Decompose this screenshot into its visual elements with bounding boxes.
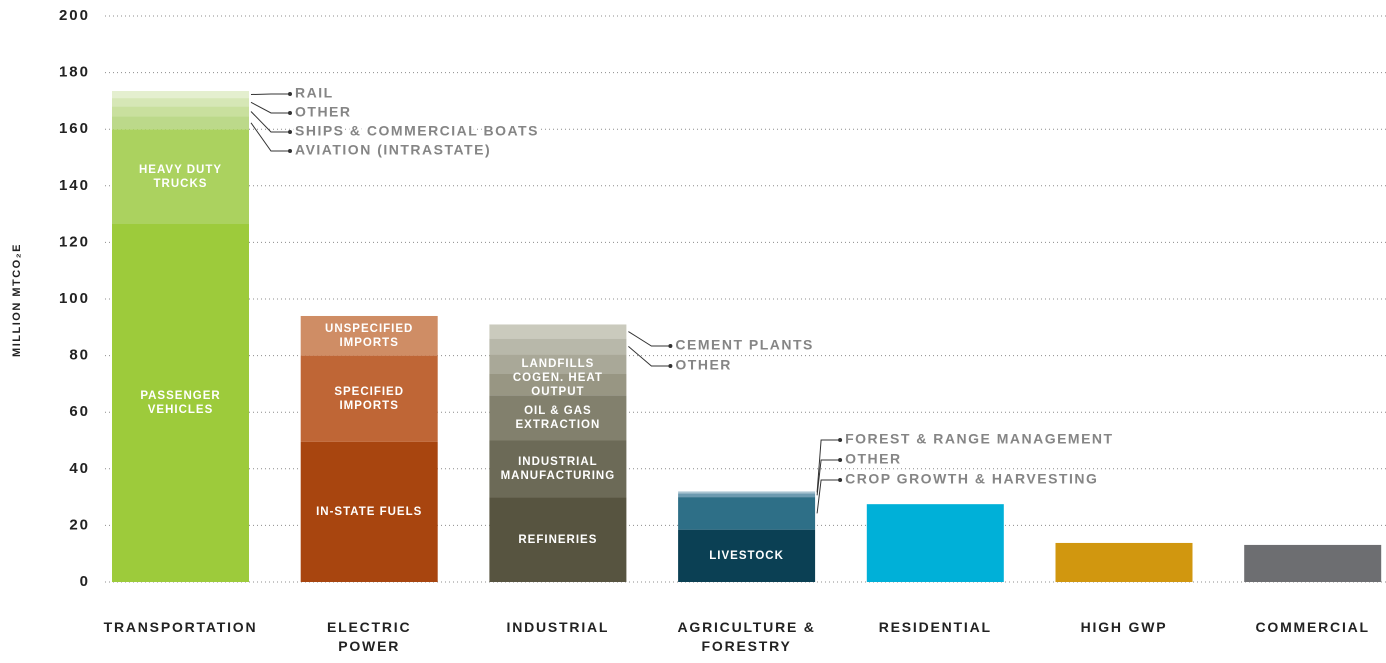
leader-line (250, 101, 290, 114)
leader-dot (288, 92, 292, 96)
segment-label: REFINERIES (518, 533, 598, 546)
y-axis-title: MILLION MTCO₂E (11, 243, 23, 357)
bar-segment (300, 355, 438, 442)
leader-line (816, 479, 841, 514)
y-tick-label: 140 (59, 177, 90, 194)
callout-label: CROP GROWTH & HARVESTING (845, 471, 1098, 487)
y-tick-label: 20 (69, 516, 90, 533)
y-tick-label: 80 (69, 347, 90, 364)
leader-line (816, 439, 841, 493)
leader-line (250, 93, 290, 96)
y-tick-label: 200 (59, 7, 90, 24)
callout-label: FOREST & RANGE MANAGEMENT (845, 431, 1114, 447)
bar-segment (112, 116, 249, 130)
bar-segment (489, 440, 627, 498)
y-tick-label: 160 (59, 120, 90, 137)
bar-segment (489, 395, 627, 441)
x-tick-label: HIGH GWP (1080, 619, 1168, 635)
segment-label: OIL & GAS EXTRACTION (515, 404, 601, 431)
leader-dot (288, 130, 292, 134)
leader-dot (668, 344, 673, 348)
x-tick-label: AGRICULTURE & FORESTRY (677, 619, 816, 654)
leader-line (250, 122, 290, 152)
leader-dot (288, 149, 292, 153)
callout-label: OTHER (295, 104, 352, 120)
callout-label: RAIL (295, 85, 334, 101)
bar-segment (489, 338, 627, 355)
bar-segment (489, 373, 627, 396)
bar-segment (678, 529, 816, 582)
segment-label: SPECIFIED IMPORTS (334, 385, 405, 412)
callout-label: OTHER (675, 357, 732, 373)
bar-segment (866, 504, 1004, 582)
bar-segment (112, 98, 249, 107)
x-tick-label: TRANSPORTATION (103, 619, 258, 635)
leader-line (816, 459, 841, 496)
y-tick-label: 60 (69, 403, 90, 420)
segment-label: HEAVY DUTY TRUCKS (138, 163, 223, 190)
bar-segment (112, 129, 249, 225)
bar-segment (1244, 544, 1382, 582)
bar-segment (300, 315, 438, 356)
bar-segment (489, 497, 627, 582)
y-tick-label: 100 (59, 290, 90, 307)
x-tick-label: COMMERCIAL (1255, 619, 1370, 635)
leader-dot (838, 438, 843, 442)
leader-line (628, 346, 671, 367)
y-tick-label: 40 (69, 460, 90, 477)
bar-segment (112, 106, 249, 117)
bar-segment (678, 491, 816, 494)
bar-segment (112, 90, 249, 99)
leader-line (628, 331, 671, 347)
callout-label: AVIATION (INTRASTATE) (295, 142, 491, 158)
segment-label: UNSPECIFIED IMPORTS (325, 322, 414, 349)
callout-label: CEMENT PLANTS (675, 337, 814, 353)
y-tick-label: 180 (59, 64, 90, 81)
segment-label: IN-STATE FUELS (316, 505, 423, 518)
bar-segment (678, 493, 816, 498)
y-tick-label: 0 (80, 573, 90, 590)
leader-dot (288, 111, 292, 115)
y-tick-label: 120 (59, 233, 90, 250)
segment-label: PASSENGER VEHICLES (140, 390, 221, 416)
x-tick-label: ELECTRIC POWER (326, 619, 412, 654)
callout-label: SHIPS & COMMERCIAL BOATS (295, 123, 539, 139)
bar-segment (300, 441, 438, 582)
x-tick-label: RESIDENTIAL (878, 619, 992, 635)
bar-segment (112, 224, 249, 582)
leader-line (250, 111, 290, 133)
bar-segment (489, 354, 627, 374)
bar-segment (489, 324, 627, 339)
segment-label: LANDFILLS (521, 358, 595, 371)
leader-dot (668, 364, 673, 368)
segment-label: INDUSTRIAL MANUFACTURING (500, 455, 616, 482)
segment-label: LIVESTOCK (709, 549, 784, 562)
segment-label: COGEN. HEAT OUTPUT (512, 371, 603, 398)
bar-segment (1055, 542, 1193, 582)
leader-dot (838, 478, 843, 482)
callout-label: OTHER (845, 451, 902, 467)
leader-dot (838, 458, 843, 462)
x-tick-label: INDUSTRIAL (506, 619, 610, 635)
bar-segment (678, 497, 816, 530)
